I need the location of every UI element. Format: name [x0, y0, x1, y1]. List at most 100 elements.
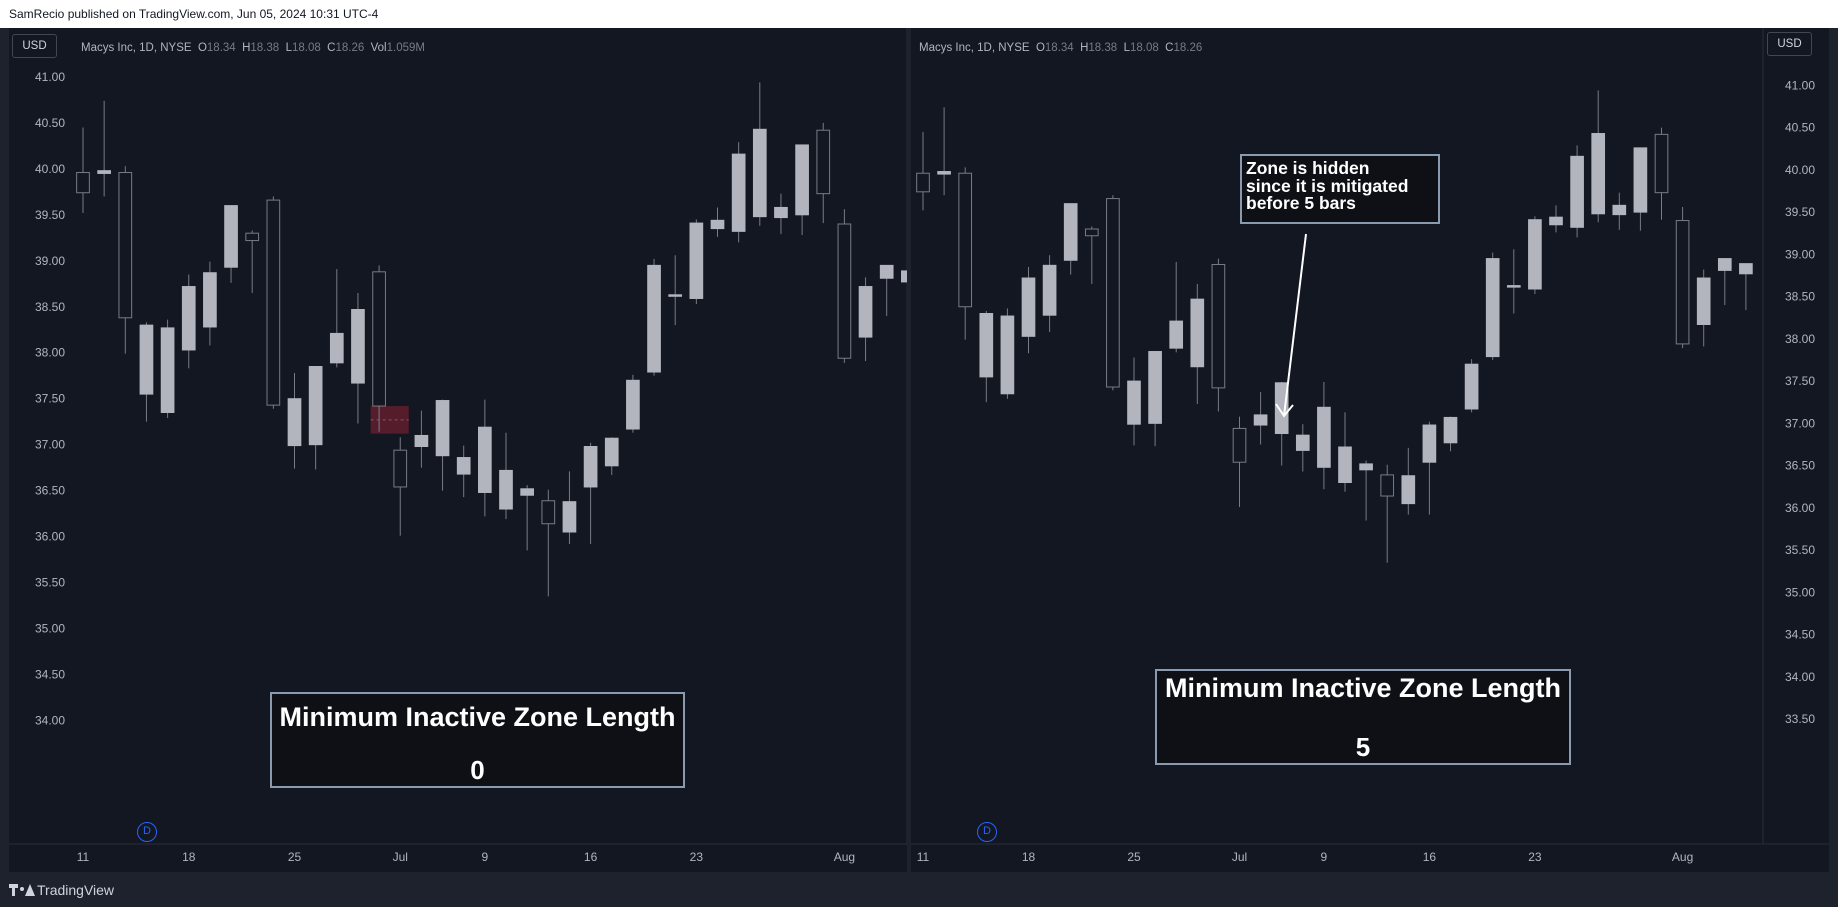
y-tick-label: 38.00 [35, 346, 65, 360]
candle-body [1359, 463, 1373, 471]
x-tick-label: 25 [1127, 850, 1141, 864]
candlestick-chart-left[interactable]: 41.00 40.50 40.00 39.50 39.00 38.50 38.00 37.50… [9, 28, 907, 872]
candle-body [901, 270, 907, 283]
candle-body [916, 172, 930, 193]
candle-body [1591, 133, 1606, 215]
y-tick-label: 39.50 [1785, 205, 1815, 219]
y-tick-label: 36.00 [35, 530, 65, 544]
y-tick-label: 34.50 [1785, 628, 1815, 642]
candle-body [1696, 277, 1711, 325]
candle-body [266, 199, 281, 406]
candle-body [393, 449, 408, 488]
chart-pane-right[interactable]: 41.00 40.50 40.00 39.50 39.00 38.50 38.00 37.50… [911, 28, 1829, 872]
legend-close: 18.26 [335, 42, 365, 54]
candle-body [1717, 258, 1732, 271]
y-tick-label: 38.00 [1785, 332, 1815, 346]
annotation-note: Zone is hidden since it is mitigated bef… [1240, 154, 1440, 224]
currency-button[interactable]: USD [1767, 32, 1812, 56]
candle-body [97, 170, 111, 174]
annotation-arrow [1283, 233, 1307, 417]
info-box-title: Minimum Inactive Zone Length [1164, 673, 1562, 703]
candle-body [541, 500, 556, 525]
candle-body [689, 222, 704, 299]
candle-body [435, 400, 450, 457]
candlestick-chart-right[interactable]: 41.00 40.50 40.00 39.50 39.00 38.50 38.00 37.50… [911, 28, 1829, 872]
y-tick-label: 36.50 [35, 484, 65, 498]
info-box: Minimum Inactive Zone Length 5 [1155, 669, 1571, 765]
candle-body [1633, 147, 1648, 213]
candle-body [1443, 416, 1458, 444]
candle-body [1338, 446, 1352, 484]
candle-body [626, 379, 640, 430]
x-tick-label: 9 [1321, 850, 1328, 864]
candle-body [1274, 382, 1289, 434]
y-tick-label: 40.50 [1785, 121, 1815, 135]
candle-body [1485, 258, 1500, 358]
candle-body [1612, 204, 1627, 216]
candle-body [583, 446, 598, 488]
candle-body [1317, 406, 1331, 468]
x-tick-label: Aug [834, 850, 855, 864]
candle-body [287, 398, 302, 447]
y-tick-label: 35.50 [35, 576, 65, 590]
y-tick-label: 39.50 [35, 208, 65, 222]
tradingview-brand[interactable]: TradingView [9, 882, 114, 898]
interval-badge-icon[interactable]: D [137, 822, 157, 842]
currency-button[interactable]: USD [12, 34, 57, 58]
candle-body [668, 294, 683, 297]
arrow-head [1275, 403, 1294, 418]
candle-body [1506, 285, 1521, 288]
y-tick-label: 38.50 [1785, 290, 1815, 304]
legend-low: 18.08 [1129, 42, 1159, 54]
y-tick-label: 40.00 [1785, 163, 1815, 177]
x-tick-label: 16 [584, 850, 598, 864]
y-tick-label: 35.00 [35, 622, 65, 636]
chart-pane-left[interactable]: 41.00 40.50 40.00 39.50 39.00 38.50 38.00 37.50… [9, 28, 907, 872]
y-tick-label: 41.00 [1785, 78, 1815, 92]
x-tick-label: 25 [288, 850, 302, 864]
info-box-value: 5 [1355, 732, 1371, 762]
candle-body [118, 172, 133, 319]
candle-body [351, 309, 365, 384]
candle-body [499, 469, 513, 510]
y-tick-label: 35.00 [1785, 585, 1815, 599]
candle-body [1063, 203, 1078, 261]
candle-body [774, 206, 788, 219]
y-tick-label: 39.00 [1785, 247, 1815, 261]
legend-high: 18.38 [1088, 42, 1118, 54]
y-tick-label: 34.00 [1785, 670, 1815, 684]
legend-volume: 1.059 [386, 42, 416, 54]
candle-body [203, 272, 217, 328]
candle-body [224, 205, 238, 268]
candle-body [710, 219, 725, 230]
candle-body [329, 332, 344, 364]
candle-body [562, 501, 577, 533]
y-tick-label: 40.50 [35, 116, 65, 130]
x-tick-label: 18 [182, 850, 196, 864]
candle-body [1739, 263, 1753, 275]
candle-body [1190, 298, 1205, 368]
legend-low: 18.08 [291, 42, 321, 54]
interval-badge-icon[interactable]: D [977, 822, 997, 842]
x-tick-label: Jul [1232, 850, 1247, 864]
candle-body [795, 144, 809, 216]
publish-text: SamRecio published on TradingView.com, J… [9, 7, 379, 21]
candle-body [937, 171, 951, 175]
candle-body [752, 128, 767, 218]
y-tick-label: 36.00 [1785, 501, 1815, 515]
candle-body [1000, 315, 1015, 395]
info-box-value: 0 [470, 755, 485, 785]
symbol-legend: Macys Inc, 1D, NYSE O18.34 H18.38 L18.08… [919, 42, 1203, 54]
candle-body [979, 313, 994, 378]
candle-body [1042, 264, 1057, 316]
candle-body [958, 172, 973, 308]
candle-body [1295, 434, 1310, 451]
x-tick-label: 16 [1423, 850, 1437, 864]
candle-body [372, 271, 386, 407]
candle-body [1654, 133, 1669, 194]
candle-body [1675, 220, 1690, 345]
info-box-title: Minimum Inactive Zone Length [279, 702, 676, 732]
candle-body [604, 437, 619, 467]
candle-body [76, 172, 90, 194]
candle-body [879, 264, 894, 279]
